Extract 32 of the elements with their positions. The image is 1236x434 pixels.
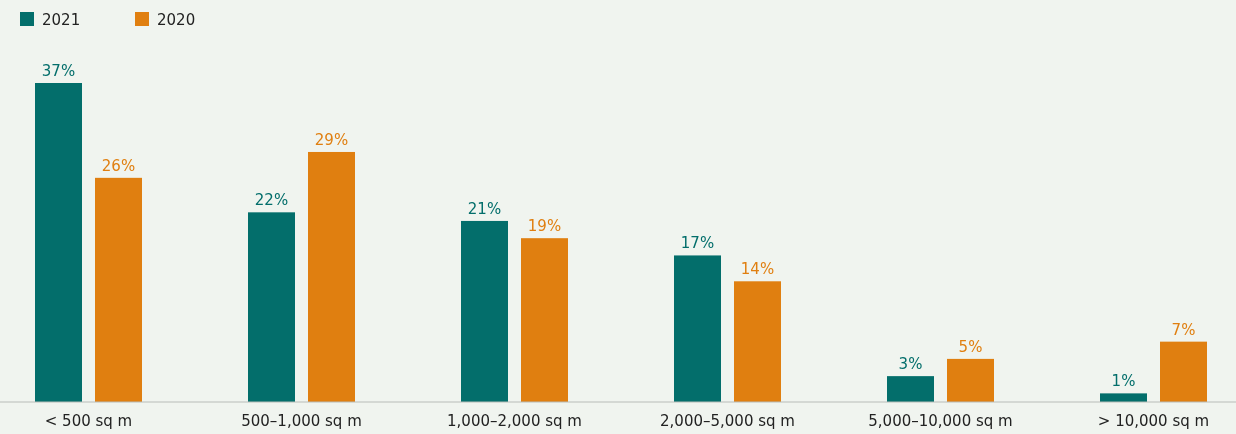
data-label: 22% <box>254 191 289 210</box>
data-label: 19% <box>527 217 562 236</box>
bar <box>674 255 721 402</box>
x-tick-label: 2,000–5,000 sq m <box>660 412 795 430</box>
x-tick-label: 5,000–10,000 sq m <box>868 412 1013 430</box>
bar <box>1100 393 1147 402</box>
bar <box>1160 341 1207 402</box>
bar <box>95 177 142 402</box>
legend-label: 2021 <box>42 11 81 29</box>
x-tick-label: 1,000–2,000 sq m <box>447 412 582 430</box>
x-tick-label: < 500 sq m <box>44 412 133 430</box>
data-label: 14% <box>740 260 775 279</box>
bar <box>734 281 781 402</box>
data-label: 7% <box>1171 320 1196 339</box>
bar <box>308 151 355 402</box>
data-label: 26% <box>101 156 136 175</box>
x-tick-label: 500–1,000 sq m <box>241 412 362 430</box>
data-label: 37% <box>41 62 76 80</box>
bar <box>248 212 295 402</box>
data-label: 17% <box>680 234 715 253</box>
bar <box>521 238 568 402</box>
data-label: 5% <box>958 337 983 356</box>
x-tick-label: > 10,000 sq m <box>1097 412 1210 430</box>
data-label: 21% <box>467 199 502 218</box>
data-label: 29% <box>314 130 349 149</box>
bar <box>461 220 508 402</box>
data-label: 1% <box>1111 372 1136 391</box>
bar <box>887 376 934 402</box>
legend-label: 2020 <box>157 11 196 29</box>
bar <box>947 358 994 402</box>
data-label: 3% <box>898 355 923 374</box>
bar <box>35 83 82 402</box>
